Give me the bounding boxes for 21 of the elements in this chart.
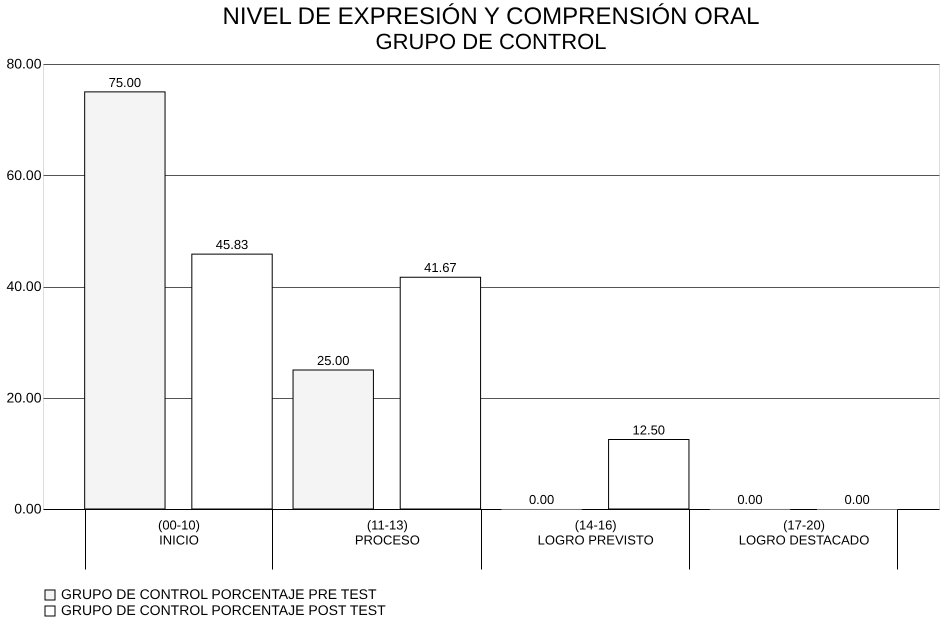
x-tick-label: (17-20) LOGRO DESTACADO [738, 518, 870, 548]
y-tick-label: 0.00 [14, 500, 42, 516]
data-label: 25.00 [316, 352, 350, 368]
legend-label: GRUPO DE CONTROL PORCENTAJE POST TEST [61, 602, 386, 618]
chart-title: NIVEL DE EXPRESIÓN Y COMPRENSIÓN ORAL [222, 3, 760, 30]
x-tick-label: (11-13) PROCESO [354, 518, 420, 548]
y-tick-label: 80.00 [6, 56, 42, 72]
data-label: 41.67 [424, 260, 457, 276]
y-tick-label: 20.00 [6, 389, 42, 406]
data-label: 12.50 [632, 422, 666, 438]
data-label: 0.00 [528, 492, 554, 507]
y-tick-label: 40.00 [6, 278, 42, 294]
chart-subtitle: GRUPO DE CONTROL [375, 29, 607, 54]
data-label: 45.83 [216, 237, 248, 252]
data-label: 75.00 [108, 74, 142, 90]
data-label: 0.00 [737, 492, 763, 507]
data-label: 0.00 [844, 492, 870, 507]
x-tick-label: (14-16) LOGRO PREVISTO [538, 518, 654, 548]
y-tick-label: 60.00 [6, 166, 42, 183]
legend-label: GRUPO DE CONTROL PORCENTAJE PRE TEST [61, 586, 378, 602]
x-tick-label: (00-10) INICIO [158, 518, 200, 548]
